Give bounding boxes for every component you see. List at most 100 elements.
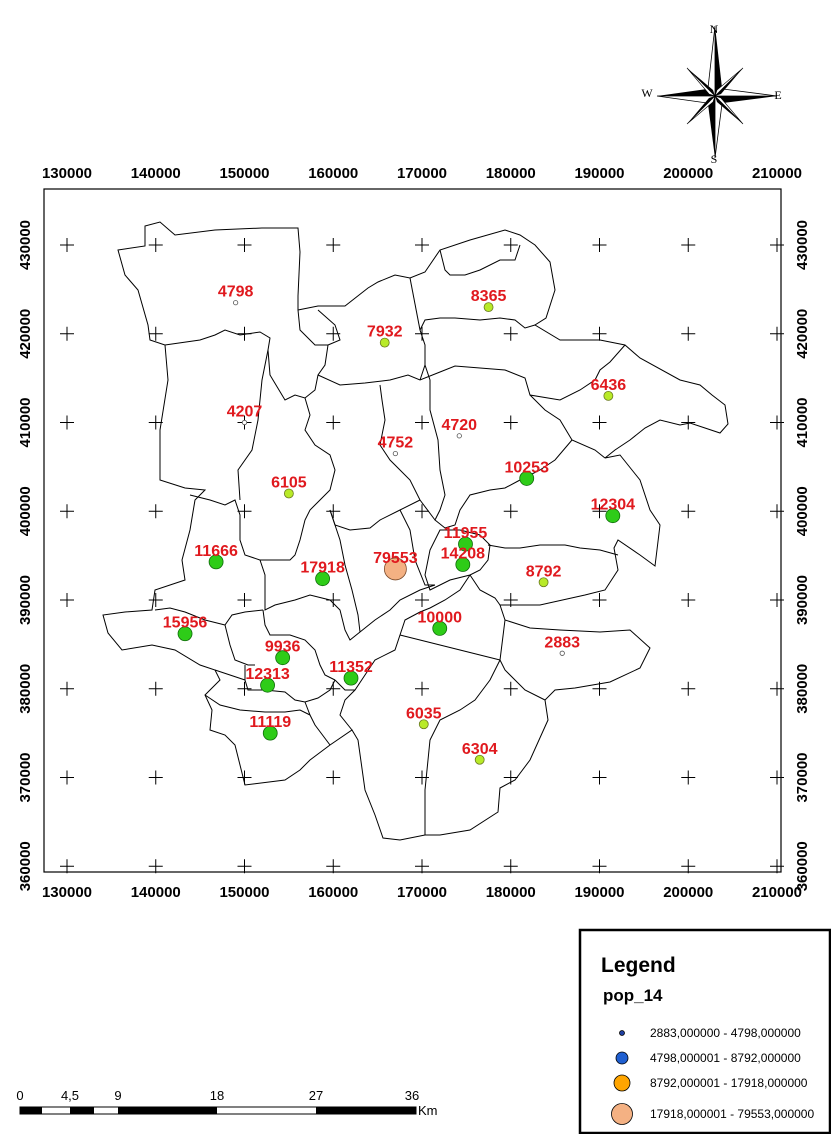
region-border-6 bbox=[419, 317, 536, 381]
population-label: 6436 bbox=[591, 377, 627, 394]
y-tick-label-left: 420000 bbox=[17, 309, 34, 359]
population-point bbox=[559, 650, 565, 656]
grid-cross bbox=[415, 238, 429, 252]
population-point bbox=[538, 577, 549, 588]
population-label: 10000 bbox=[418, 609, 463, 626]
population-point bbox=[379, 337, 390, 348]
grid-cross bbox=[60, 504, 74, 519]
population-point bbox=[432, 621, 448, 636]
y-tick-label-left: 390000 bbox=[17, 575, 34, 625]
grid-cross bbox=[60, 238, 74, 252]
legend: Legend pop_14 2883,000000 - 4798,000000 … bbox=[578, 928, 831, 1134]
region-border-11 bbox=[379, 384, 436, 521]
population-label: 6304 bbox=[462, 741, 498, 758]
population-points bbox=[177, 300, 621, 765]
grid-cross bbox=[503, 326, 518, 341]
grid-cross bbox=[681, 504, 696, 519]
population-point bbox=[315, 571, 331, 587]
grid-cross bbox=[237, 238, 252, 252]
population-label: 11955 bbox=[444, 525, 488, 542]
grid-cross bbox=[770, 593, 784, 607]
grid-cross bbox=[237, 681, 252, 696]
region-border-14 bbox=[329, 509, 361, 633]
region-border-3 bbox=[237, 349, 269, 501]
grid-cross bbox=[592, 415, 607, 430]
population-point bbox=[383, 557, 407, 581]
population-point bbox=[392, 450, 398, 457]
population-label: 4207 bbox=[227, 404, 263, 421]
region-border-12 bbox=[260, 397, 336, 561]
y-tick-label-right: 420000 bbox=[794, 309, 811, 359]
grid-cross bbox=[503, 415, 518, 430]
region-border-22 bbox=[424, 659, 501, 835]
region-border-19 bbox=[339, 574, 471, 731]
grid-cross bbox=[60, 681, 74, 696]
grid-cross bbox=[148, 238, 163, 252]
population-label: 10253 bbox=[504, 459, 549, 476]
x-tick-label-bottom: 210000 bbox=[752, 884, 802, 901]
region-border-13 bbox=[329, 499, 421, 531]
population-label: 7932 bbox=[367, 324, 403, 341]
region-border-24 bbox=[334, 679, 355, 691]
grid-cross bbox=[415, 415, 429, 430]
map-frame bbox=[43, 188, 782, 873]
x-tick-label-top: 190000 bbox=[574, 165, 624, 182]
legend-symbol-class-4 bbox=[611, 1103, 633, 1125]
population-label: 15956 bbox=[163, 615, 208, 632]
grid-cross bbox=[503, 238, 518, 252]
region-border-1 bbox=[164, 309, 341, 401]
scale-label-5: 36 bbox=[405, 1088, 419, 1103]
grid-cross bbox=[770, 504, 784, 519]
legend-title: Legend bbox=[601, 954, 676, 977]
y-tick-label-right: 380000 bbox=[794, 664, 811, 714]
compass-west-label: W bbox=[641, 86, 653, 100]
grid-cross bbox=[148, 770, 163, 785]
x-tick-label-top: 130000 bbox=[42, 165, 92, 182]
population-label: 79553 bbox=[373, 550, 418, 567]
x-tick-label-top: 150000 bbox=[219, 165, 269, 182]
grid-cross bbox=[326, 859, 341, 874]
grid-cross bbox=[770, 238, 784, 252]
grid-cross bbox=[592, 593, 607, 607]
population-point bbox=[418, 719, 429, 730]
grid-cross bbox=[60, 770, 74, 785]
grid-cross bbox=[415, 504, 429, 519]
population-point bbox=[458, 536, 473, 552]
grid-cross bbox=[770, 859, 784, 874]
scale-unit-label: Km bbox=[418, 1103, 438, 1118]
compass-north-label: N bbox=[710, 22, 719, 36]
population-point bbox=[177, 626, 193, 642]
population-point bbox=[605, 508, 621, 524]
population-point bbox=[262, 725, 278, 741]
legend-field-name: pop_14 bbox=[603, 986, 663, 1005]
population-label: 4720 bbox=[441, 417, 477, 434]
region-border-2 bbox=[189, 494, 436, 641]
grid-cross bbox=[681, 238, 696, 252]
grid-cross bbox=[415, 859, 429, 874]
scale-label-4: 27 bbox=[309, 1088, 323, 1103]
population-label: 4798 bbox=[218, 284, 254, 301]
region-border-10 bbox=[424, 364, 573, 529]
region-border-27 bbox=[244, 665, 336, 703]
grid-cross bbox=[503, 859, 518, 874]
population-point bbox=[519, 471, 535, 486]
grid-cross bbox=[681, 415, 696, 430]
grid-cross bbox=[237, 593, 252, 607]
region-border-4 bbox=[297, 309, 328, 346]
grid-cross bbox=[148, 681, 163, 696]
y-tick-label-right: 410000 bbox=[794, 397, 811, 447]
region-border-16 bbox=[424, 529, 491, 591]
grid-cross bbox=[237, 504, 252, 519]
grid-cross bbox=[592, 326, 607, 341]
grid-cross bbox=[592, 238, 607, 252]
grid-cross bbox=[326, 238, 341, 252]
x-tick-label-bottom: 130000 bbox=[42, 884, 92, 901]
grid-cross bbox=[415, 326, 429, 341]
legend-symbol-class-3 bbox=[613, 1074, 631, 1092]
legend-item-label-1: 2883,000000 - 4798,000000 bbox=[650, 1026, 801, 1040]
population-label: 4752 bbox=[378, 435, 414, 452]
x-tick-label-bottom: 190000 bbox=[574, 884, 624, 901]
x-tick-label-bottom: 160000 bbox=[308, 884, 358, 901]
grid-cross bbox=[770, 415, 784, 430]
